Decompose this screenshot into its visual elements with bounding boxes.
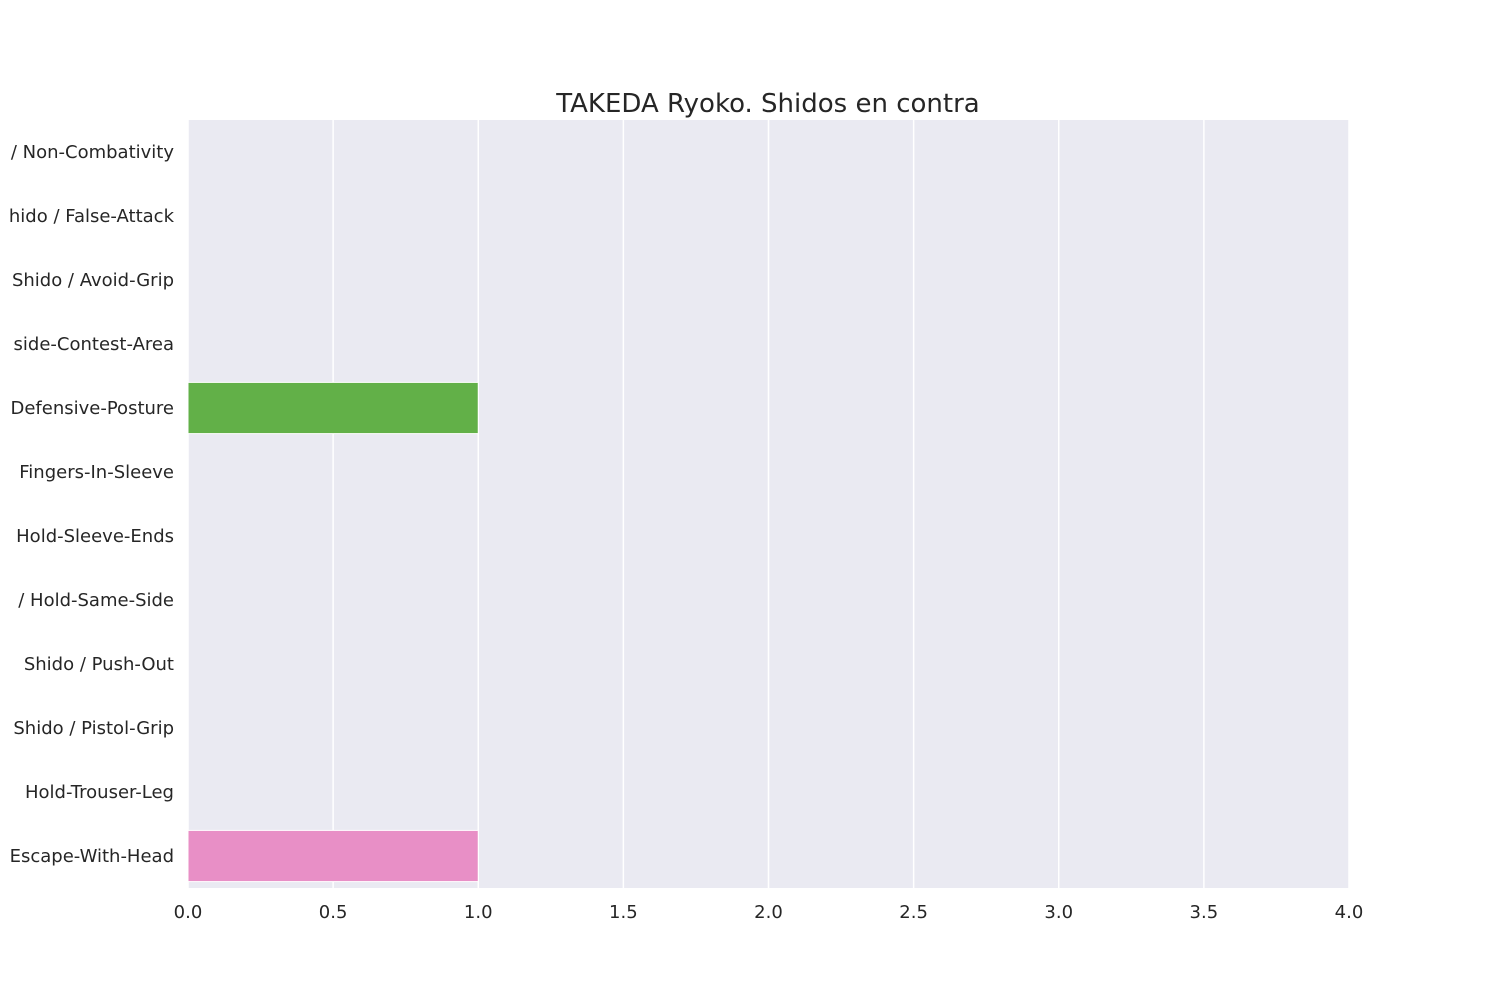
y-axis-tick-labels: / Non-Combativity hido / False-Attack Shid… <box>9 142 175 867</box>
chart-title: TAKEDA Ryoko. Shidos en contra <box>555 89 979 119</box>
x-tick-label: 4.0 <box>1335 902 1364 923</box>
y-tick-label: Hold-Trouser-Leg <box>25 782 174 803</box>
grid-lines <box>187 120 1350 888</box>
x-tick-label: 0.0 <box>174 902 203 923</box>
y-tick-label: / Non-Combativity <box>11 142 175 163</box>
x-tick-label: 1.5 <box>609 902 638 923</box>
y-tick-label: Escape-With-Head <box>10 846 174 867</box>
bars <box>187 381 479 883</box>
x-tick-label: 3.0 <box>1044 902 1073 923</box>
y-tick-label: / Hold-Same-Side <box>18 590 174 611</box>
y-tick-label: Defensive-Posture <box>10 398 174 419</box>
x-axis-tick-labels: 0.0 0.5 1.0 1.5 2.0 2.5 3.0 3.5 4.0 <box>174 902 1364 923</box>
y-tick-label: Shido / Pistol-Grip <box>13 718 174 739</box>
y-tick-label: Shido / Push-Out <box>24 654 174 675</box>
bar <box>187 381 479 435</box>
y-tick-label: hido / False-Attack <box>9 206 175 227</box>
bar <box>187 829 479 883</box>
x-tick-label: 1.0 <box>464 902 493 923</box>
y-tick-label: Fingers-In-Sleeve <box>19 462 174 483</box>
x-tick-label: 0.5 <box>319 902 348 923</box>
y-tick-label: side-Contest-Area <box>14 334 174 355</box>
x-tick-label: 3.5 <box>1190 902 1219 923</box>
y-tick-label: Shido / Avoid-Grip <box>12 270 174 291</box>
x-tick-label: 2.5 <box>899 902 928 923</box>
y-tick-label: Hold-Sleeve-Ends <box>16 526 174 547</box>
x-tick-label: 2.0 <box>754 902 783 923</box>
